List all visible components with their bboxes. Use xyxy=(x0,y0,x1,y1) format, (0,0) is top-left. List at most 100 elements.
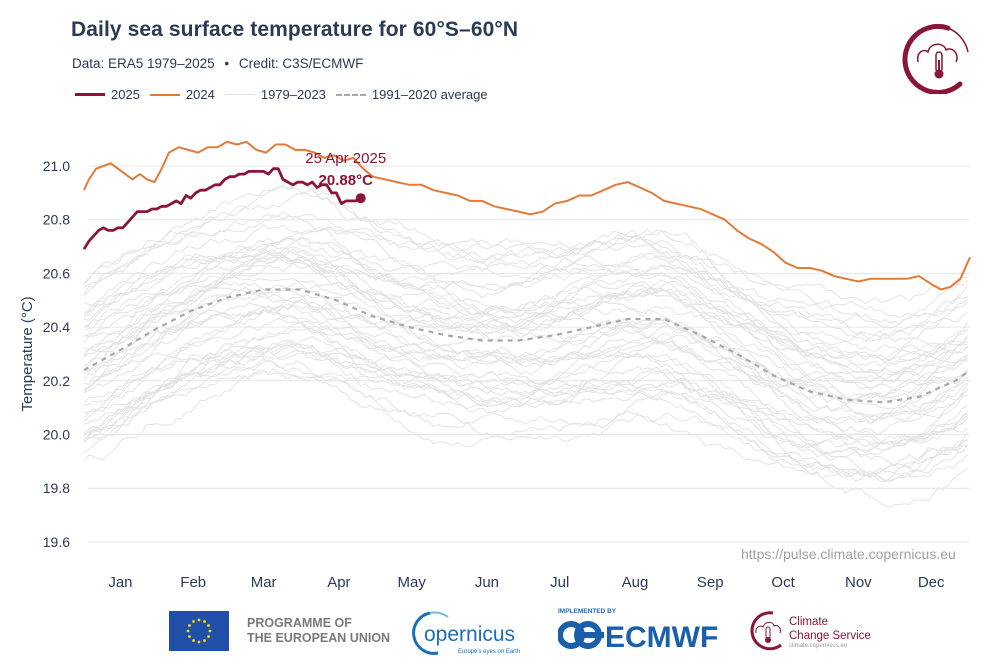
eu-star xyxy=(207,624,210,627)
legend: 2025 2024 1979–2023 1991–2020 average xyxy=(75,87,498,102)
x-tick-label: Dec xyxy=(918,574,945,591)
series-average-line xyxy=(83,288,971,404)
legend-item-historical[interactable]: 1979–2023 xyxy=(224,87,326,102)
historical-year-line xyxy=(83,185,968,304)
historical-lines-layer xyxy=(83,182,969,508)
x-tick-label: Oct xyxy=(771,574,795,591)
legend-item-2025[interactable]: 2025 xyxy=(75,87,140,102)
historical-year-line xyxy=(83,214,969,338)
source-url[interactable]: https://pulse.climate.copernicus.eu xyxy=(741,546,956,562)
eu-star xyxy=(203,620,206,623)
historical-year-line xyxy=(83,340,968,455)
historical-year-line xyxy=(83,237,968,362)
eu-star xyxy=(207,635,210,638)
historical-year-line xyxy=(83,224,968,343)
series-2025-line xyxy=(82,167,362,250)
historical-year-line xyxy=(83,248,969,380)
eu-star xyxy=(188,635,191,638)
historical-year-line xyxy=(83,276,968,403)
historical-year-line xyxy=(83,210,968,329)
y-tick-label: 20.0 xyxy=(43,427,70,443)
historical-year-line xyxy=(83,340,968,479)
eu-star xyxy=(188,624,191,627)
x-tick-label: May xyxy=(398,574,427,591)
y-tick-label: 20.2 xyxy=(43,373,70,389)
historical-year-line xyxy=(83,359,968,482)
legend-label-2024: 2024 xyxy=(185,87,215,102)
x-tick-label: Apr xyxy=(327,574,350,591)
chart-svg: 19.6 19.8 20.0 20.2 20.4 20.6 20.8 21.0 Jan Feb Ma… xyxy=(19,140,971,591)
eu-programme-text: PROGRAMME OF THE EUROPEAN UNION xyxy=(247,616,390,646)
historical-year-line xyxy=(83,295,968,403)
grid-layer xyxy=(88,165,970,543)
historical-year-line xyxy=(83,298,968,425)
ecmwf-logo-icon: ECMWF xyxy=(558,621,718,651)
x-tick-label: Sep xyxy=(697,574,724,591)
c3s-logo-icon xyxy=(902,23,969,94)
legend-label-historical: 1979–2023 xyxy=(260,87,326,102)
legend-label-2025: 2025 xyxy=(111,87,140,102)
x-tick-label: Jul xyxy=(550,574,569,591)
eu-star xyxy=(186,629,190,633)
latest-value-marker[interactable] xyxy=(355,193,366,204)
legend-swatch-2024 xyxy=(149,93,180,96)
annotation-layer: 25 Apr 2025 20.88°C xyxy=(305,150,386,189)
chart-subtitle: Data: ERA5 1979–2025 • Credit: C3S/ECMWF xyxy=(72,56,363,71)
legend-swatch-average xyxy=(335,93,366,96)
x-tick-label: Nov xyxy=(845,574,872,591)
historical-year-line xyxy=(83,192,968,326)
annotation-date: 25 Apr 2025 xyxy=(305,150,386,167)
historical-year-line xyxy=(83,281,968,405)
historical-year-line xyxy=(83,238,968,390)
eu-flag-icon xyxy=(169,611,229,651)
eu-line2: THE EUROPEAN UNION xyxy=(247,631,391,645)
legend-swatch-2025 xyxy=(75,93,105,96)
axis-layer: 19.6 19.8 20.0 20.2 20.4 20.6 20.8 21.0 Jan Feb Ma… xyxy=(19,158,945,591)
historical-year-line xyxy=(83,308,968,422)
historical-year-line xyxy=(83,302,969,423)
separator-dot: • xyxy=(224,56,230,71)
x-tick-label: Jun xyxy=(475,574,499,591)
historical-year-line xyxy=(83,290,968,424)
historical-year-line xyxy=(83,344,968,483)
historical-year-line xyxy=(83,254,968,375)
series-2024-line xyxy=(83,140,971,291)
x-tick-label: Aug xyxy=(622,574,649,591)
eu-star xyxy=(197,618,201,622)
eu-star xyxy=(203,639,206,642)
annotation-value: 20.88°C xyxy=(319,172,374,189)
y-tick-label: 20.6 xyxy=(43,265,70,281)
data-source: Data: ERA5 1979–2025 xyxy=(72,56,215,71)
historical-year-line xyxy=(83,256,968,394)
x-tick-label: Jan xyxy=(108,574,132,591)
c3s-line2: Change Service xyxy=(789,630,871,642)
eu-star xyxy=(197,640,201,644)
copernicus-logo-icon: opernicus Europe's eyes on Earth xyxy=(412,611,520,655)
y-tick-label: 21.0 xyxy=(43,158,70,174)
historical-year-line xyxy=(83,336,968,447)
historical-year-line xyxy=(83,288,968,398)
legend-swatch-historical xyxy=(224,94,255,95)
historical-year-line xyxy=(83,310,968,425)
copernicus-wordmark: opernicus xyxy=(424,623,515,646)
eu-star xyxy=(208,629,212,633)
y-tick-label: 19.8 xyxy=(43,480,70,496)
ecmwf-wordmark: ECMWF xyxy=(605,621,718,651)
credit: Credit: C3S/ECMWF xyxy=(238,56,364,71)
historical-year-line xyxy=(83,349,968,458)
y-tick-label: 19.6 xyxy=(43,534,70,550)
legend-item-2024[interactable]: 2024 xyxy=(149,87,215,102)
y-tick-label: 20.4 xyxy=(43,319,70,335)
historical-year-line xyxy=(83,343,968,475)
footer-logos: PROGRAMME OF THE EUROPEAN UNION opernicu… xyxy=(0,605,1000,665)
c3s-name: Climate Change Service xyxy=(789,615,871,643)
series-layer xyxy=(82,140,971,404)
copernicus-tagline: Europe's eyes on Earth xyxy=(458,649,520,655)
eu-star xyxy=(192,620,195,623)
x-tick-label: Feb xyxy=(180,574,206,591)
eu-star xyxy=(192,639,195,642)
historical-year-line xyxy=(83,368,969,482)
historical-year-line xyxy=(83,182,968,319)
legend-item-average[interactable]: 1991–2020 average xyxy=(335,87,488,102)
implemented-by: IMPLEMENTED BY xyxy=(558,608,617,615)
